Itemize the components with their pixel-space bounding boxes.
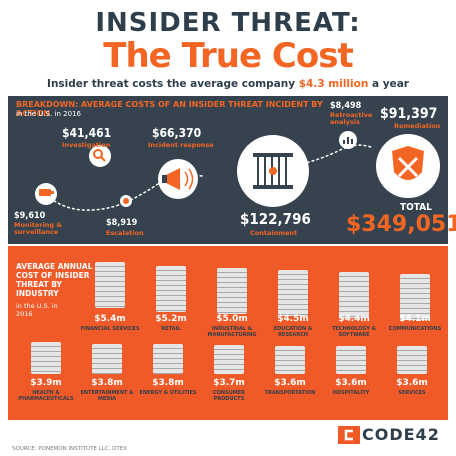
escalation-dot	[120, 195, 132, 207]
magnifier-icon	[89, 145, 111, 167]
breakdown-graphic	[35, 131, 440, 211]
industry-label: RETAIL	[161, 326, 181, 332]
industry-label: SERVICES	[398, 390, 426, 396]
industry-value: $5.2m	[155, 314, 187, 324]
industry-value: $3.7m	[213, 378, 245, 388]
industry-subtitle: in the U.S. in 2016	[16, 302, 58, 318]
industry-label: HOSPITALITY	[332, 390, 370, 396]
amount-incident-response: $66,370	[152, 126, 202, 140]
industry-value: $4.5m	[277, 314, 309, 324]
camera-icon	[35, 183, 57, 205]
amount-investigation: $41,461	[62, 126, 112, 140]
total-label: TOTAL	[400, 202, 432, 213]
source-text: SOURCE: PONEMON INSTITUTE LLC, DTEX	[12, 446, 127, 452]
logo-text: CODE42	[362, 425, 440, 444]
total-value: $349,051	[346, 212, 456, 237]
label-remediation: Remediation	[394, 122, 441, 130]
industry-label: HEALTH & PHARMACEUTICALS	[18, 390, 74, 402]
breakdown-subtitle: in the U.S. in 2016	[16, 110, 81, 118]
server-icon	[397, 346, 427, 374]
label-escalation: Escalation	[106, 229, 144, 237]
industry-value: $3.6m	[274, 378, 306, 388]
server-icon	[95, 262, 125, 308]
label-investigation: Investigation	[62, 141, 111, 149]
industry-label: TRANSPORTATION	[264, 390, 316, 396]
server-icon	[278, 270, 308, 316]
industry-value: $4.4m	[338, 314, 370, 324]
industry-value: $5.0m	[216, 314, 248, 324]
title-line-1: INSIDER THREAT:	[95, 8, 361, 38]
industry-title: AVERAGE ANNUAL COST OF INSIDER THREAT BY…	[16, 262, 93, 298]
breakdown-title: BREAKDOWN: AVERAGE COSTS OF AN INSIDER T…	[16, 100, 323, 118]
subtitle-post: a year	[368, 78, 409, 90]
server-icon	[31, 342, 61, 374]
server-icon	[336, 346, 366, 374]
breakdown-panel	[8, 96, 448, 244]
cage-icon	[237, 135, 309, 207]
server-icon	[275, 346, 305, 374]
industry-label: COMMUNICATIONS	[388, 326, 442, 332]
server-icon	[339, 272, 369, 318]
server-icon	[214, 345, 244, 374]
label-incident-response: Incident response	[148, 141, 214, 149]
subtitle-pre: Insider threat costs the average company	[47, 78, 299, 90]
subtitle: Insider threat costs the average company…	[0, 78, 456, 90]
amount-retroactive: $8,498	[330, 101, 362, 111]
label-monitoring: Monitoring & surveillance	[14, 221, 63, 236]
amount-monitoring: $9,610	[14, 211, 46, 221]
industry-label: INDUSTRIAL & MANUFACTURING	[207, 326, 257, 338]
industry-value: $3.6m	[335, 378, 367, 388]
amount-remediation: $91,397	[380, 106, 438, 122]
amount-containment: $122,796	[240, 210, 311, 228]
chart-icon	[339, 131, 357, 149]
title-line-2: The True Cost	[103, 36, 353, 76]
industry-label: EDUCATION & RESEARCH	[273, 326, 313, 338]
label-containment: Containment	[250, 229, 298, 237]
industry-label: CONSUMER PRODUCTS	[212, 390, 245, 402]
subtitle-highlight: $4.3 million	[298, 78, 369, 90]
industry-value: $4.1m	[399, 314, 431, 324]
code42-logo-icon	[338, 426, 360, 444]
server-icon	[153, 344, 183, 374]
industry-value: $3.8m	[152, 378, 184, 388]
tools-shield-icon	[376, 134, 440, 198]
server-icon	[400, 274, 430, 320]
server-icon	[156, 266, 186, 312]
industry-label: ENTERTAINMENT & MEDIA	[80, 390, 134, 402]
amount-escalation: $8,919	[106, 218, 138, 228]
industry-value: $5.4m	[94, 314, 126, 324]
industry-value: $3.6m	[396, 378, 428, 388]
server-icon	[217, 268, 247, 314]
server-icon	[92, 344, 122, 374]
industry-value: $3.8m	[91, 378, 123, 388]
industry-value: $3.9m	[30, 378, 62, 388]
label-retroactive: Retroactive analysis	[330, 111, 373, 126]
megaphone-icon	[158, 159, 198, 199]
footer	[8, 420, 448, 454]
industry-label: ENERGY & UTILITIES	[139, 390, 197, 396]
industry-label: TECHNOLOGY & SOFTWARE	[331, 326, 377, 338]
industry-label: FINANCIAL SERVICES	[80, 326, 140, 332]
